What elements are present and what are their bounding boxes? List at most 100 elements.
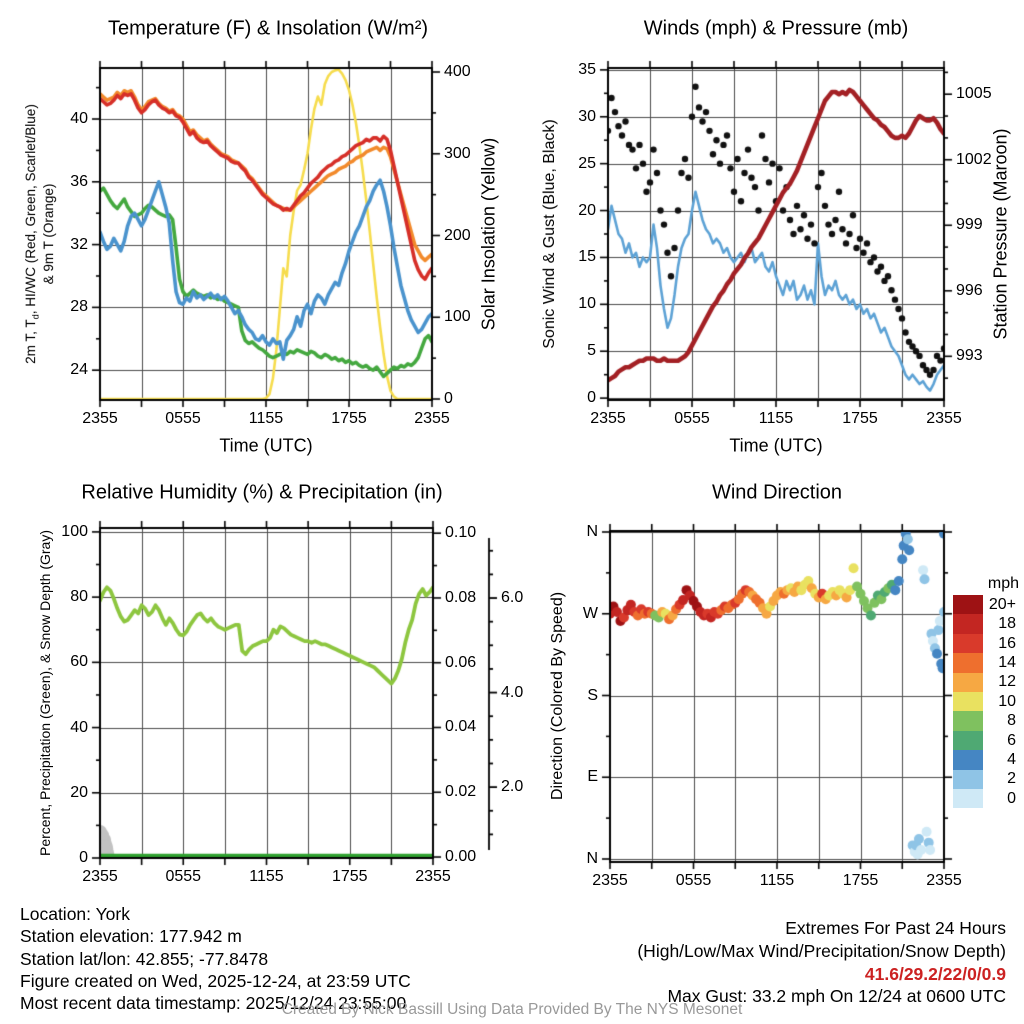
tick-label: 2355	[414, 410, 450, 427]
tick-label: 300	[444, 144, 471, 162]
tick-label: E	[587, 768, 598, 786]
tick-label: 1755	[331, 868, 368, 885]
tick-label: W	[582, 604, 598, 622]
colorbar-swatch	[953, 750, 983, 770]
tick-label: N	[586, 850, 598, 867]
chart-title: Winds (mph) & Pressure (mb)	[643, 17, 909, 40]
extremes-values: 41.6/29.2/22/0/0.9	[864, 963, 1006, 984]
tick-label: 0555	[165, 868, 202, 885]
max-gust-line: Max Gust: 33.2 mph On 12/24 at 0600 UTC	[667, 986, 1006, 1007]
temp-left-axis-label: 2m T, Td, HI/WC (Red, Green, Scarlet/Blu…	[23, 104, 57, 364]
tick-label: 2355	[415, 868, 451, 885]
tick-label: 0.08	[445, 588, 477, 606]
tick-label: 15	[578, 248, 596, 266]
colorbar-swatch	[953, 711, 983, 731]
colorbar-label: 16	[998, 634, 1016, 652]
tick-label: 28	[70, 298, 88, 316]
tick-label: 1155	[759, 872, 795, 889]
station-location: Location: York	[20, 904, 130, 924]
winds-pressure-plot	[512, 0, 1024, 460]
colorbar-label: 0	[1007, 789, 1016, 807]
station-elevation: Station elevation: 177.942 m	[20, 926, 242, 947]
colorbar-label: 4	[1007, 750, 1016, 768]
tick-label: 60	[70, 653, 88, 671]
tick-label: 36	[70, 172, 88, 190]
tick-label: 1002	[956, 150, 992, 168]
tick-label: 1155	[248, 410, 284, 427]
humidity-precip-panel: Relative Humidity (%) & Precipitation (i…	[0, 460, 523, 895]
tick-label: 80	[70, 588, 88, 606]
tick-label: 999	[956, 216, 983, 234]
time-axis-label: Time (UTC)	[729, 435, 823, 456]
wind-direction-panel: Wind Direction Direction (Colored By Spe…	[512, 460, 1024, 895]
tick-label: 1755	[331, 410, 367, 427]
colorbar-swatch	[953, 769, 983, 789]
colorbar-label: 20+	[988, 595, 1016, 613]
station-latlon: Station lat/lon: 42.855; -77.8478	[20, 948, 269, 969]
tick-label: 996	[956, 281, 983, 299]
tick-label: 40	[70, 718, 88, 736]
figure-created: Figure created on Wed, 2025-12-24, at 23…	[20, 970, 411, 991]
colorbar-label: 8	[1007, 712, 1016, 730]
tick-label: N	[586, 522, 598, 540]
tick-label: 0555	[674, 410, 710, 427]
tick-label: 30	[578, 107, 596, 125]
chart-title: Temperature (F) & Insolation (W/m²)	[107, 17, 429, 40]
tick-label: 1755	[842, 410, 878, 427]
direction-left-axis-label: Direction (Colored By Speed)	[549, 591, 566, 801]
tick-label: 100	[61, 522, 88, 540]
colorbar-label: 14	[998, 653, 1016, 671]
tick-label: 2355	[592, 872, 628, 889]
tick-label: 2355	[926, 410, 962, 427]
humidity-precip-plot	[0, 460, 512, 895]
wind-direction-plot	[512, 460, 1024, 895]
tick-label: 5	[587, 342, 596, 360]
tick-label: 40	[70, 110, 88, 128]
tick-label: 100	[444, 308, 471, 326]
tick-label: 400	[444, 63, 471, 80]
tick-label: 1155	[758, 410, 794, 427]
tick-label: 2355	[82, 868, 118, 885]
tick-label: 0.04	[445, 718, 477, 736]
colorbar-label: 10	[998, 692, 1016, 710]
colorbar-swatch	[953, 730, 983, 751]
colorbar-label: 12	[998, 673, 1016, 691]
colorbar-label: 6	[1007, 731, 1016, 749]
colorbar-swatch	[953, 614, 983, 634]
tick-label: 2355	[926, 872, 962, 889]
tick-label: 0555	[165, 410, 201, 427]
tick-label: 10	[578, 295, 596, 313]
colorbar-swatch	[953, 633, 983, 654]
winds-pressure-panel: Winds (mph) & Pressure (mb) Sonic Wind &…	[512, 0, 1024, 460]
extremes-info: Extremes For Past 24 Hours (High/Low/Max…	[637, 917, 1006, 1008]
tick-label: 20	[578, 201, 596, 219]
colorbar-swatch	[953, 789, 983, 809]
colorbar-swatch	[953, 595, 983, 615]
tick-label: 2355	[590, 410, 626, 427]
tick-label: 993	[956, 347, 983, 365]
tick-label: 1155	[249, 868, 284, 885]
tick-label: 0.02	[445, 783, 477, 801]
colorbar-swatch	[953, 692, 983, 712]
tick-label: 0.00	[445, 848, 477, 866]
time-axis-label: Time (UTC)	[219, 435, 313, 456]
tick-label: 0.10	[445, 524, 477, 542]
pressure-right-axis-label: Station Pressure (Maroon)	[990, 128, 1011, 340]
colorbar-title: mph	[987, 575, 1019, 592]
wind-left-axis-label: Sonic Wind & Gust (Blue, Black)	[541, 119, 558, 349]
credit-line: Created By Nick Bassill Using Data Provi…	[281, 1001, 743, 1018]
tick-label: 1755	[842, 872, 879, 889]
tick-label: 20	[70, 783, 88, 801]
colorbar-label: 18	[998, 615, 1016, 633]
tick-label: 2355	[82, 410, 118, 427]
tick-label: 24	[70, 361, 88, 379]
station-info: Location: York Station elevation: 177.94…	[20, 903, 411, 1014]
tick-label: 25	[578, 154, 596, 172]
data-timestamp: Most recent data timestamp: 2025/12/24 2…	[20, 993, 407, 1014]
tick-label: 0555	[675, 872, 712, 889]
insolation-right-axis-label: Solar Insolation (Yellow)	[478, 137, 499, 331]
colorbar-swatch	[953, 653, 983, 673]
extremes-heading: Extremes For Past 24 Hours	[785, 918, 1006, 938]
tick-label: S	[587, 686, 598, 704]
